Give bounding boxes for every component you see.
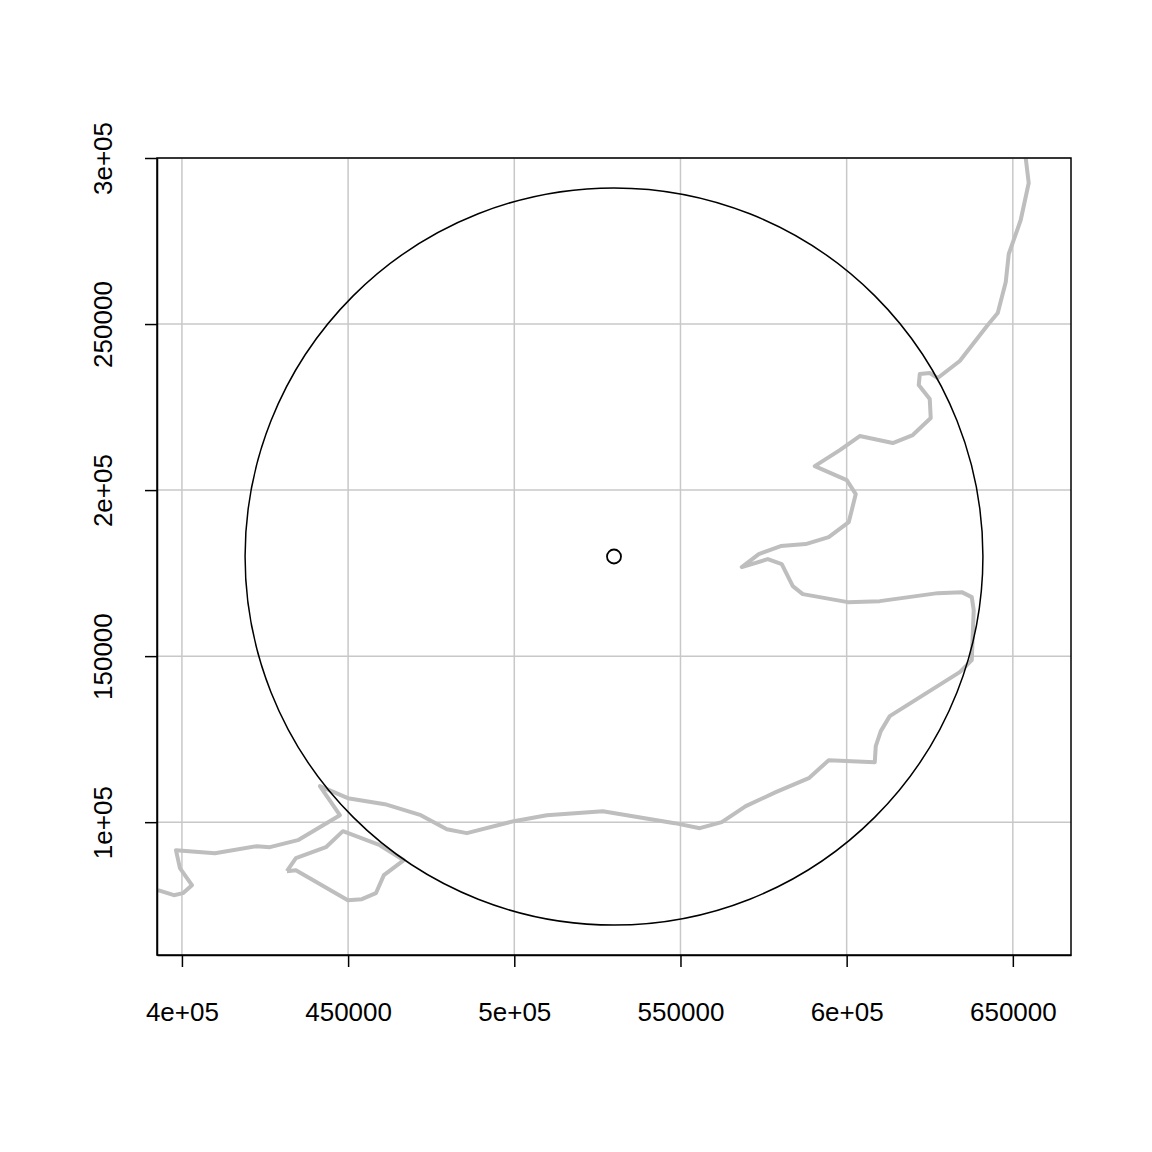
y-tick-label: 1e+05 <box>88 786 118 859</box>
plot-area <box>158 158 1029 925</box>
y-tick-mark <box>145 490 157 492</box>
x-tick-mark <box>846 955 848 967</box>
y-axis-line <box>157 159 159 956</box>
grid-line-x <box>846 158 848 955</box>
x-tick-label: 550000 <box>638 997 725 1027</box>
x-tick-label: 4e+05 <box>146 997 219 1027</box>
x-tick-mark <box>182 955 184 967</box>
x-tick: 550000 <box>638 955 725 1027</box>
y-tick-label: 2e+05 <box>88 454 118 527</box>
grid-line-x <box>514 158 516 955</box>
y-tick-mark <box>145 158 157 160</box>
x-axis: 4e+05 450000 5e+05 550000 6e+05 650000 <box>146 955 1072 1027</box>
y-tick-label: 250000 <box>88 281 118 368</box>
grid-line-y <box>157 655 1071 657</box>
grid-line-y <box>157 323 1071 325</box>
x-tick: 450000 <box>305 955 392 1027</box>
coastline <box>287 831 404 900</box>
y-tick-label: 150000 <box>88 613 118 700</box>
chart: 4e+05 450000 5e+05 550000 6e+05 650000 1e+05 15… <box>0 0 1152 1152</box>
y-tick-label: 3e+05 <box>88 122 118 195</box>
x-tick-mark <box>680 955 682 967</box>
x-tick-mark <box>1013 955 1015 967</box>
buffer-circle <box>245 188 983 925</box>
x-tick: 4e+05 <box>146 955 219 1027</box>
plot-frame <box>157 158 1071 955</box>
grid-line-x <box>680 158 682 955</box>
x-tick-label: 650000 <box>970 997 1057 1027</box>
x-tick: 6e+05 <box>811 955 884 1027</box>
x-tick-mark <box>514 955 516 967</box>
grid <box>157 158 1071 955</box>
grid-line-y <box>157 489 1071 491</box>
x-tick-label: 5e+05 <box>478 997 551 1027</box>
y-tick-mark <box>145 656 157 658</box>
x-tick-mark <box>348 955 350 967</box>
coastline <box>158 158 1029 895</box>
y-tick-mark <box>145 324 157 326</box>
x-tick-label: 6e+05 <box>811 997 884 1027</box>
y-tick: 250000 <box>88 281 157 368</box>
grid-line-x <box>1012 158 1014 955</box>
y-tick: 2e+05 <box>88 454 157 527</box>
grid-line-x <box>181 158 183 955</box>
y-tick: 150000 <box>88 613 157 700</box>
y-tick-mark <box>145 822 157 824</box>
x-tick-label: 450000 <box>305 997 392 1027</box>
y-tick: 1e+05 <box>88 786 157 859</box>
x-axis-line <box>158 955 1072 957</box>
grid-line-y <box>157 821 1071 823</box>
center-point <box>607 550 621 564</box>
y-axis: 1e+05 150000 2e+05 250000 3e+05 <box>88 122 158 956</box>
x-tick: 650000 <box>970 955 1057 1027</box>
x-tick: 5e+05 <box>478 955 551 1027</box>
y-tick: 3e+05 <box>88 122 157 195</box>
